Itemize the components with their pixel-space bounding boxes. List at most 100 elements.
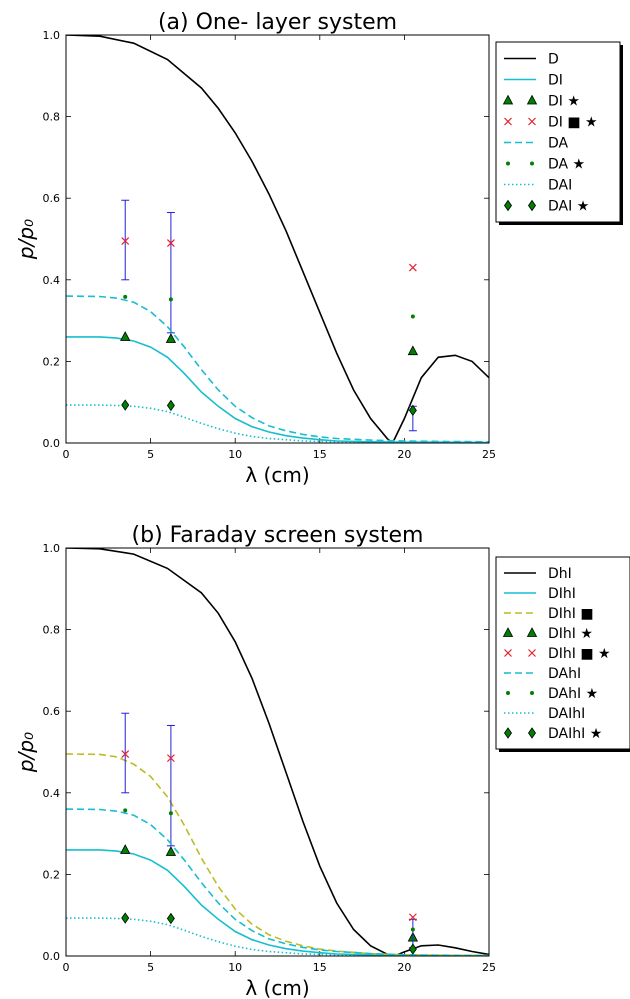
legend-swatch [506, 691, 510, 695]
x-tick-label: 10 [228, 448, 242, 461]
data-point [165, 333, 177, 343]
legend-box [495, 41, 621, 223]
x-axis-label: λ (cm) [245, 463, 309, 487]
y-tick-label: 0.0 [43, 950, 61, 963]
data-point [410, 314, 415, 319]
chart-panel-b: (b) Faraday screen system 0 5 10 15 20 25 0.0 0.… [14, 523, 630, 999]
plot-frame [65, 547, 490, 957]
legend-swatch [526, 627, 538, 637]
data-point [165, 846, 177, 856]
legend-swatch [504, 117, 512, 126]
legend-label: DAIhI [548, 706, 585, 722]
legend-box [495, 556, 630, 750]
data-point [166, 399, 175, 412]
data-point [166, 239, 175, 248]
legend: D DI DI ★ DI ■ ★ DA DA ★ DAI DAI ★ [495, 41, 623, 225]
y-tick-label: 0.8 [43, 111, 61, 124]
legend-label: DI ■ ★ [548, 115, 598, 131]
y-tick-label: 0.0 [43, 437, 61, 450]
series-line-DIhI ■ [66, 753, 489, 956]
x-tick-label: 20 [397, 961, 411, 974]
chart-title: (a) One- layer system [158, 10, 397, 35]
data-point [121, 912, 130, 924]
x-tick-label: 0 [63, 961, 70, 974]
series-line-DAIhI [66, 917, 489, 956]
legend-swatch [502, 94, 514, 105]
y-axis-label: p/p₀ [14, 219, 38, 260]
legend-label: DIhI ★ [548, 626, 593, 642]
legend-label: DAhI [548, 666, 581, 682]
y-tick-label: 0.6 [43, 192, 61, 205]
data-point [408, 913, 417, 922]
legend-label: DI [548, 73, 563, 89]
x-axis-label: λ (cm) [245, 976, 309, 999]
plot-area [66, 35, 489, 443]
legend-swatch [526, 94, 538, 105]
data-point [123, 808, 128, 813]
x-tick-label: 25 [482, 961, 496, 974]
data-point [408, 943, 417, 955]
series-line-DI [66, 336, 489, 443]
x-tick-label: 10 [228, 961, 242, 974]
x-tick-label: 5 [147, 961, 154, 974]
series-line-DIhI [66, 849, 489, 956]
y-tick-label: 0.4 [43, 787, 61, 800]
legend-swatch [504, 727, 512, 739]
data-point [410, 927, 415, 932]
x-tick-label: 20 [397, 448, 411, 461]
y-tick-label: 1.0 [43, 29, 61, 42]
legend-label: DIhI ■ ★ [548, 646, 611, 662]
legend-label: DhI [548, 566, 572, 582]
series-line-DAhI [66, 808, 489, 956]
legend-label: DI ★ [548, 94, 580, 110]
legend: DhI DIhI DIhI ■ DIhI ★ DIhI ■ ★ DAhI DAhI ★ DAI… [495, 556, 630, 752]
series-line-DAI [66, 404, 489, 443]
series-line-DA [66, 295, 489, 443]
data-point [121, 750, 130, 758]
legend-label: DAI [548, 178, 572, 194]
legend-label: DA [548, 136, 569, 152]
data-point [408, 404, 417, 417]
legend-label: DAIhI ★ [548, 726, 602, 742]
legend-swatch [504, 649, 512, 657]
legend-swatch [504, 199, 512, 212]
data-point [121, 237, 130, 245]
data-point [166, 754, 175, 763]
x-tick-label: 15 [313, 961, 327, 974]
legend-swatch [528, 649, 536, 657]
plot-area [66, 548, 489, 956]
x-tick-label: 15 [313, 448, 327, 461]
series-line-DhI [66, 548, 489, 956]
data-point [168, 811, 173, 816]
legend-swatch [530, 691, 534, 695]
data-point [408, 263, 417, 272]
y-tick-label: 0.4 [43, 274, 61, 287]
legend-label: DAhI ★ [548, 686, 598, 702]
legend-swatch [528, 117, 536, 126]
plot-frame [65, 34, 490, 444]
legend-swatch [502, 627, 514, 637]
chart-panel-a: (a) One- layer system 0 5 10 15 20 25 0.0 0.2 0.4… [14, 10, 623, 487]
y-tick-label: 0.2 [43, 868, 61, 881]
chart-title: (b) Faraday screen system [132, 523, 424, 548]
legend-label: D [548, 52, 559, 68]
legend-label: DIhI [548, 586, 576, 602]
x-tick-label: 25 [482, 448, 496, 461]
y-tick-label: 0.8 [43, 624, 61, 637]
legend-label: DA ★ [548, 157, 585, 173]
y-axis-label: p/p₀ [14, 732, 38, 773]
data-point [120, 844, 131, 854]
legend-swatch [530, 161, 534, 166]
y-tick-label: 0.6 [43, 705, 61, 718]
data-point [123, 294, 128, 299]
legend-swatch [528, 199, 536, 212]
legend-label: DAI ★ [548, 199, 589, 215]
legend-swatch [506, 161, 510, 166]
legend-swatch [528, 727, 536, 739]
series-line-D [66, 35, 489, 443]
y-tick-label: 1.0 [43, 542, 61, 555]
data-point [407, 345, 419, 356]
x-tick-label: 5 [147, 448, 154, 461]
legend-label: DIhI ■ [548, 606, 594, 622]
